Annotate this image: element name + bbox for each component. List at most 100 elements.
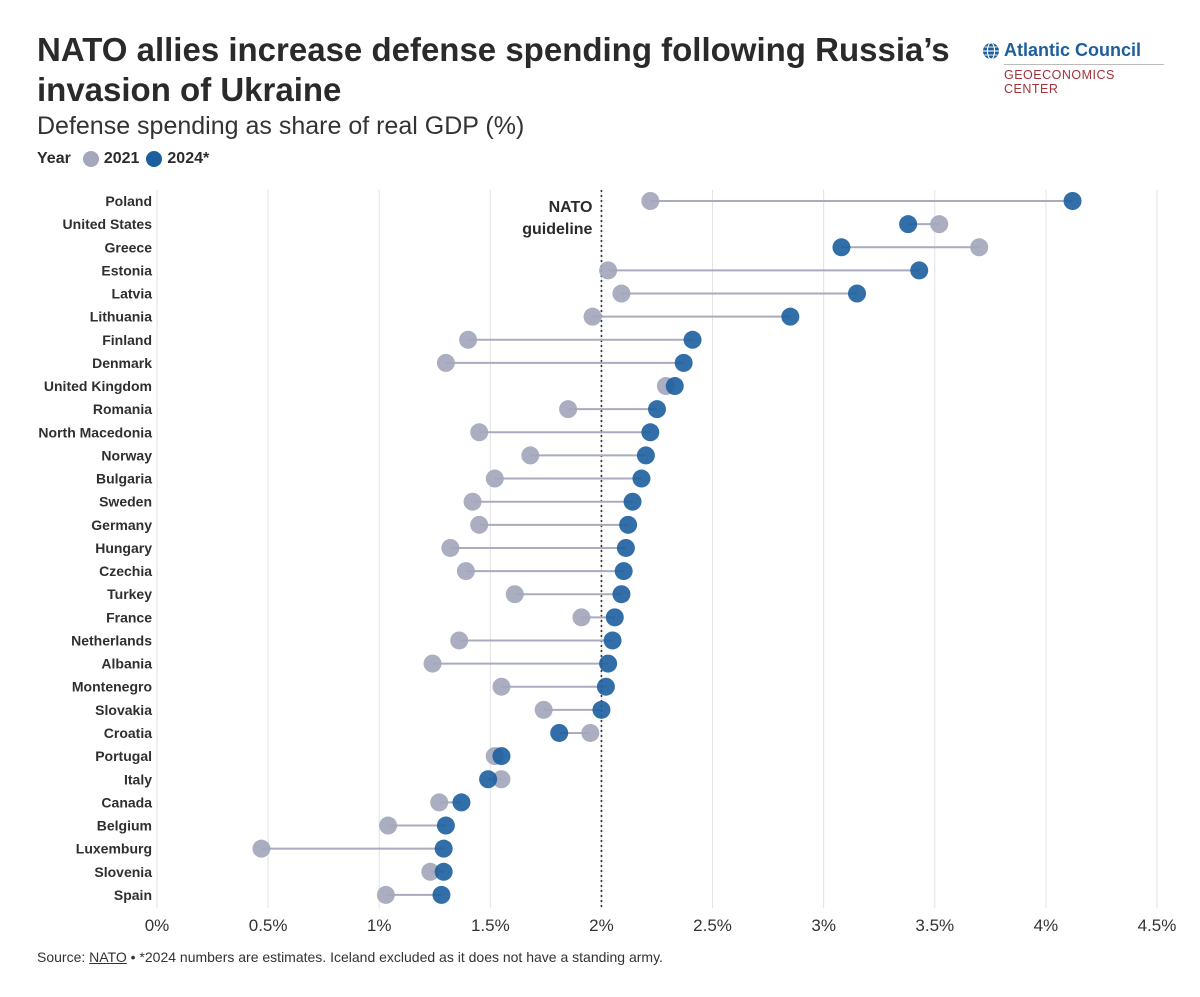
dot-2021 xyxy=(930,215,949,234)
dot-2024 xyxy=(848,284,866,303)
brand-divider xyxy=(1004,64,1164,65)
country-label: Latvia xyxy=(112,286,153,302)
dot-2024 xyxy=(910,261,929,280)
country-row: Bulgaria xyxy=(96,469,651,488)
dot-2024 xyxy=(614,562,633,581)
country-label: Portugal xyxy=(95,748,152,764)
dot-2021 xyxy=(572,608,591,627)
legend-swatch-2021 xyxy=(82,151,99,167)
dot-2024 xyxy=(641,423,660,442)
country-row: Montenegro xyxy=(72,677,615,696)
source-link[interactable]: NATO xyxy=(89,949,127,965)
dot-2021 xyxy=(436,353,455,372)
country-label: Germany xyxy=(91,517,152,533)
country-label: Czechia xyxy=(99,563,152,579)
dot-2021 xyxy=(641,192,660,210)
country-row: France xyxy=(106,608,624,627)
country-row: Turkey xyxy=(107,585,631,604)
dot-2021 xyxy=(612,284,631,303)
dot-2021 xyxy=(521,446,540,465)
dot-2024 xyxy=(436,816,455,835)
source-note: Source: NATO • *2024 numbers are estimat… xyxy=(37,949,663,965)
dot-2024 xyxy=(479,770,498,789)
country-label: Poland xyxy=(105,193,152,209)
source-footnote: • *2024 numbers are estimates. Iceland e… xyxy=(126,949,663,965)
dot-2021 xyxy=(459,330,478,349)
legend-label: Year xyxy=(37,150,71,167)
country-label: Romania xyxy=(93,401,152,417)
country-label: Slovakia xyxy=(95,702,152,718)
dot-2021 xyxy=(423,654,442,673)
x-tick-label: 0.5% xyxy=(249,916,288,935)
dot-2024 xyxy=(603,631,622,650)
country-row: Estonia xyxy=(101,261,929,280)
country-row: Latvia xyxy=(112,284,866,303)
country-label: Estonia xyxy=(101,262,152,278)
dot-2021 xyxy=(581,723,600,742)
dot-2024 xyxy=(832,238,851,257)
dot-2021 xyxy=(534,700,553,719)
dot-2021 xyxy=(430,793,449,812)
country-label: Netherlands xyxy=(71,632,152,648)
country-label: United States xyxy=(63,216,153,232)
dot-2021 xyxy=(485,469,504,488)
dot-2021 xyxy=(559,400,578,419)
x-tick-label: 4.5% xyxy=(1138,916,1177,935)
x-tick-label: 2% xyxy=(589,916,614,935)
dot-2024 xyxy=(665,377,684,396)
dot-2021 xyxy=(492,677,511,696)
legend-entry-2021: 2021 xyxy=(103,150,140,167)
dot-2021 xyxy=(599,261,618,280)
dot-2024 xyxy=(605,608,624,627)
dot-2024 xyxy=(592,700,611,719)
dot-2024 xyxy=(596,677,615,696)
brand-name: Atlantic Council xyxy=(1004,40,1142,60)
x-tick-label: 4% xyxy=(1034,916,1059,935)
dot-2024 xyxy=(632,469,651,488)
dot-2021 xyxy=(376,885,395,904)
country-row: Denmark xyxy=(92,353,693,372)
country-row: Finland xyxy=(102,330,702,349)
dot-2021 xyxy=(583,307,602,326)
country-label: Sweden xyxy=(99,494,152,510)
country-label: North Macedonia xyxy=(38,424,152,440)
country-row: United Kingdom xyxy=(44,377,684,396)
legend-swatch-2024 xyxy=(146,151,163,167)
country-row: Albania xyxy=(101,654,618,673)
country-row: Sweden xyxy=(99,492,642,511)
country-label: Greece xyxy=(105,239,153,255)
brand-logo[interactable]: Atlantic Council GEOECONOMICS CENTER xyxy=(982,40,1172,96)
dot-2024 xyxy=(434,839,453,858)
dot-2024 xyxy=(434,862,453,881)
dot-2021 xyxy=(463,492,482,511)
legend-entry-2024: 2024* xyxy=(167,150,210,167)
country-row: Canada xyxy=(101,793,471,812)
country-label: Montenegro xyxy=(72,679,152,695)
country-label: France xyxy=(106,609,152,625)
brand-subtitle: GEOECONOMICS CENTER xyxy=(1004,68,1115,96)
country-label: Bulgaria xyxy=(96,471,152,487)
x-tick-label: 1.5% xyxy=(471,916,510,935)
dot-2024 xyxy=(636,446,655,465)
country-label: United Kingdom xyxy=(44,378,152,394)
dot-2024 xyxy=(1063,192,1082,210)
country-row: Belgium xyxy=(97,816,455,835)
country-row: Poland xyxy=(105,192,1082,210)
dot-2024 xyxy=(452,793,471,812)
dot-2024 xyxy=(623,492,642,511)
dot-2024 xyxy=(648,400,666,419)
country-label: Croatia xyxy=(104,725,152,741)
chart-subtitle: Defense spending as share of real GDP (%… xyxy=(37,112,525,140)
country-label: Spain xyxy=(114,887,152,903)
country-row: Spain xyxy=(114,885,451,904)
x-tick-label: 0% xyxy=(145,916,170,935)
x-tick-label: 3.5% xyxy=(915,916,954,935)
country-label: Italy xyxy=(124,771,152,787)
country-row: North Macedonia xyxy=(38,423,660,442)
dot-2021 xyxy=(379,816,398,835)
dot-2021 xyxy=(470,423,489,442)
dot-2024 xyxy=(899,215,918,234)
dot-2024 xyxy=(616,538,635,557)
nato-guideline-label: NATO xyxy=(549,199,593,216)
